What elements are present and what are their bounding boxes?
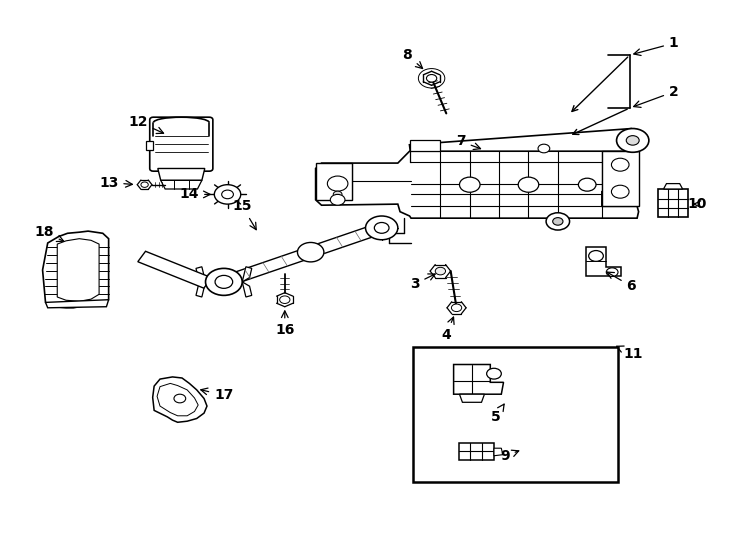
Polygon shape <box>138 251 211 288</box>
Circle shape <box>606 268 618 276</box>
Circle shape <box>578 178 596 191</box>
Text: 9: 9 <box>500 449 519 463</box>
Circle shape <box>330 194 345 205</box>
Circle shape <box>546 213 570 230</box>
Text: 3: 3 <box>410 274 435 291</box>
Text: 11: 11 <box>617 346 642 361</box>
Circle shape <box>611 185 629 198</box>
Circle shape <box>435 267 446 275</box>
Circle shape <box>206 268 242 295</box>
Circle shape <box>280 296 290 303</box>
Polygon shape <box>242 282 252 297</box>
Circle shape <box>333 191 342 198</box>
Circle shape <box>459 177 480 192</box>
Text: 5: 5 <box>490 404 504 424</box>
Text: 18: 18 <box>34 225 64 241</box>
Polygon shape <box>157 383 198 416</box>
Circle shape <box>518 177 539 192</box>
Circle shape <box>487 368 501 379</box>
Polygon shape <box>153 377 207 422</box>
Text: 2: 2 <box>633 85 679 107</box>
Circle shape <box>374 222 389 233</box>
Circle shape <box>553 218 563 225</box>
Circle shape <box>297 242 324 262</box>
FancyBboxPatch shape <box>150 117 213 171</box>
Text: 13: 13 <box>99 176 132 190</box>
Polygon shape <box>602 151 639 206</box>
Text: 10: 10 <box>688 197 707 211</box>
Polygon shape <box>410 140 440 151</box>
Polygon shape <box>664 184 683 189</box>
Text: 8: 8 <box>402 48 423 69</box>
Circle shape <box>141 182 148 187</box>
Polygon shape <box>316 151 639 218</box>
Polygon shape <box>459 394 484 402</box>
Circle shape <box>538 144 550 153</box>
Polygon shape <box>57 239 99 301</box>
Text: 16: 16 <box>275 311 294 338</box>
Polygon shape <box>161 180 202 189</box>
Polygon shape <box>221 223 385 287</box>
Polygon shape <box>658 189 688 217</box>
Circle shape <box>426 75 437 82</box>
Polygon shape <box>487 140 507 155</box>
Polygon shape <box>454 364 504 394</box>
Circle shape <box>626 136 639 145</box>
Circle shape <box>366 216 398 240</box>
Polygon shape <box>459 443 494 460</box>
Circle shape <box>222 190 233 199</box>
Polygon shape <box>196 267 206 282</box>
Circle shape <box>215 275 233 288</box>
Circle shape <box>617 129 649 152</box>
Polygon shape <box>158 168 205 180</box>
Polygon shape <box>410 129 634 168</box>
Polygon shape <box>494 448 503 456</box>
Circle shape <box>611 158 629 171</box>
Bar <box>413 347 618 482</box>
Circle shape <box>589 251 603 261</box>
Polygon shape <box>43 231 109 308</box>
Polygon shape <box>196 282 206 297</box>
Polygon shape <box>242 267 252 282</box>
Circle shape <box>451 304 462 312</box>
Text: 15: 15 <box>233 199 256 230</box>
Text: 4: 4 <box>441 317 454 342</box>
Polygon shape <box>46 300 109 308</box>
Text: 17: 17 <box>201 388 233 402</box>
Polygon shape <box>586 247 621 276</box>
Polygon shape <box>316 163 352 200</box>
Text: 12: 12 <box>128 114 164 133</box>
Polygon shape <box>146 141 153 150</box>
Text: 1: 1 <box>633 36 679 56</box>
Text: 7: 7 <box>456 134 481 150</box>
Circle shape <box>327 176 348 191</box>
Circle shape <box>174 394 186 403</box>
Circle shape <box>214 185 241 204</box>
Text: 6: 6 <box>607 272 636 293</box>
Text: 14: 14 <box>180 187 210 201</box>
